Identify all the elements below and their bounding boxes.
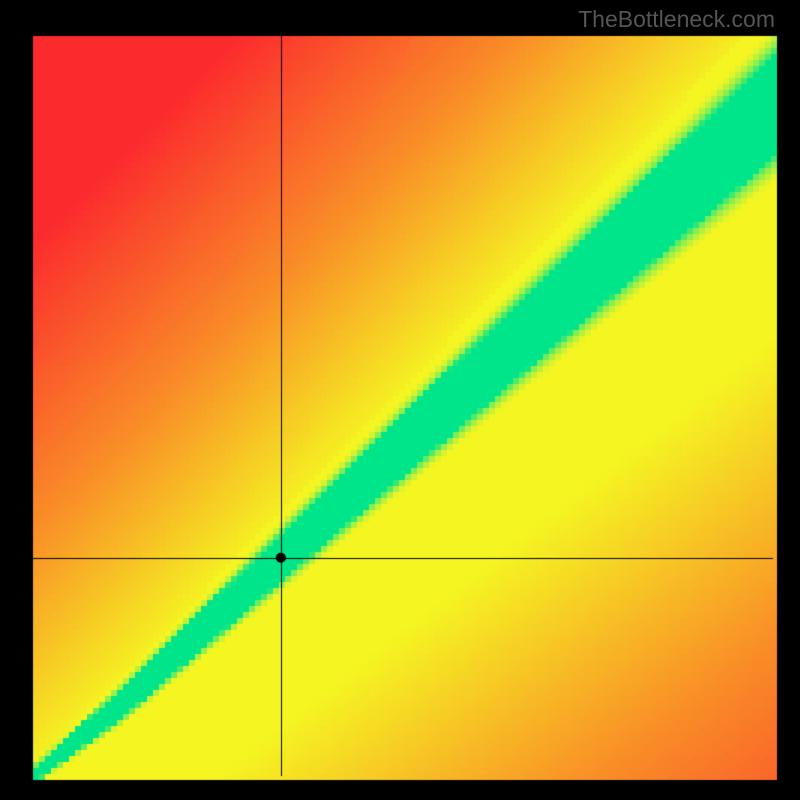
chart-container: TheBottleneck.com	[0, 0, 800, 800]
watermark-text: TheBottleneck.com	[578, 6, 775, 33]
bottleneck-heatmap	[0, 0, 800, 800]
